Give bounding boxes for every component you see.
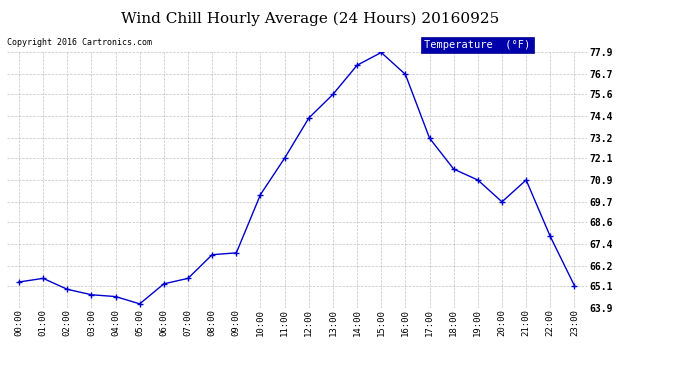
- Temperature  (°F): [450, 167, 458, 171]
- Temperature  (°F): [570, 284, 578, 288]
- Temperature  (°F): [184, 276, 192, 280]
- Text: Wind Chill Hourly Average (24 Hours) 20160925: Wind Chill Hourly Average (24 Hours) 201…: [121, 11, 500, 26]
- Temperature  (°F): [546, 234, 555, 239]
- Temperature  (°F): [208, 252, 217, 257]
- Temperature  (°F): [280, 156, 288, 160]
- Text: Temperature  (°F): Temperature (°F): [424, 40, 531, 50]
- Temperature  (°F): [39, 276, 47, 280]
- Temperature  (°F): [135, 302, 144, 306]
- Temperature  (°F): [473, 178, 482, 182]
- Temperature  (°F): [498, 200, 506, 204]
- Temperature  (°F): [257, 192, 265, 197]
- Temperature  (°F): [111, 294, 120, 299]
- Text: Copyright 2016 Cartronics.com: Copyright 2016 Cartronics.com: [7, 38, 152, 47]
- Temperature  (°F): [377, 50, 385, 55]
- Temperature  (°F): [304, 116, 313, 120]
- Temperature  (°F): [353, 63, 362, 68]
- Temperature  (°F): [15, 280, 23, 284]
- Temperature  (°F): [402, 72, 410, 76]
- Line: Temperature  (°F): Temperature (°F): [16, 50, 578, 307]
- Temperature  (°F): [232, 251, 240, 255]
- Temperature  (°F): [159, 282, 168, 286]
- Temperature  (°F): [87, 292, 95, 297]
- Temperature  (°F): [425, 136, 433, 140]
- Temperature  (°F): [522, 178, 530, 182]
- Temperature  (°F): [329, 92, 337, 97]
- Temperature  (°F): [63, 287, 72, 291]
